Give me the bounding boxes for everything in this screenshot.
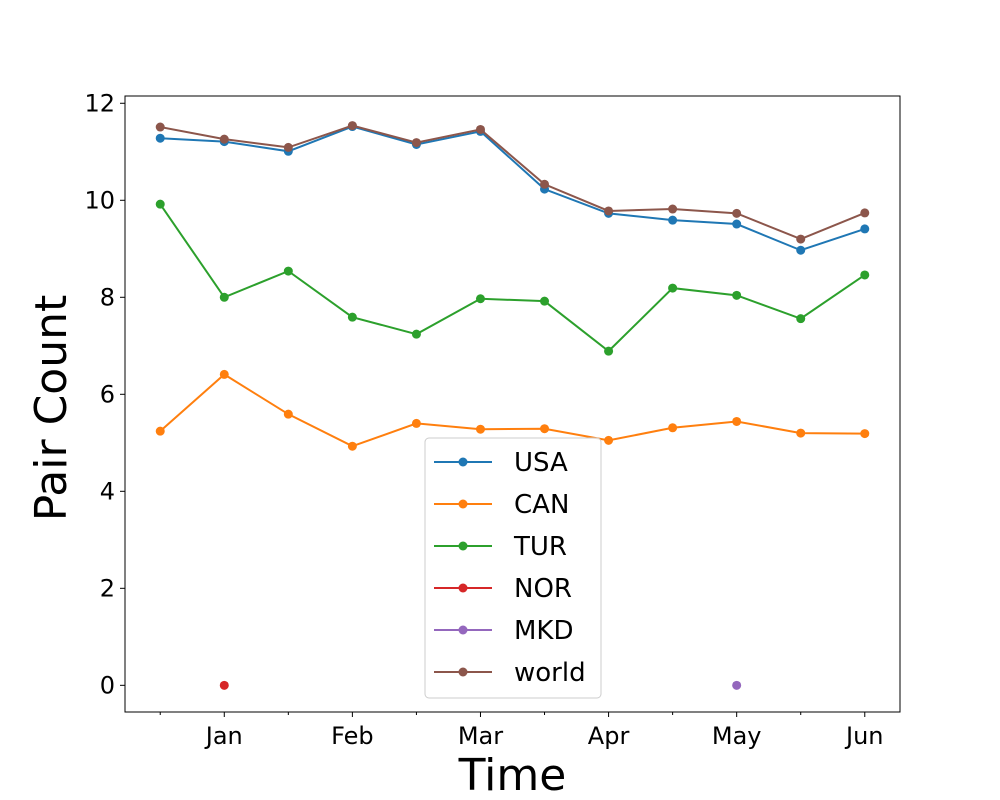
legend: USA CAN TUR NOR MKD world [424,437,602,699]
data-point [732,680,742,690]
legend-item-mkd: MKD [434,616,574,646]
data-point [411,418,421,428]
plot-frame [124,95,901,713]
series-line-world [160,124,866,241]
data-point [860,270,870,280]
data-point [219,292,229,302]
series-can [155,369,870,451]
legend-label: world [514,658,586,688]
legend-marker [458,667,468,677]
data-point [732,219,742,229]
data-point [155,122,165,132]
data-point [283,142,293,152]
legend-item-usa: USA [434,448,568,478]
data-point [668,215,678,225]
y-tick-label: 2 [100,574,115,602]
data-point [347,121,357,131]
data-point [347,312,357,322]
data-point [796,234,806,244]
legend-marker [458,499,468,509]
x-tick-label: Mar [458,722,503,750]
data-point [475,424,485,434]
data-point [155,426,165,436]
data-point [796,245,806,255]
y-axis-title: Pair Count [26,295,77,522]
data-point [155,133,165,143]
y-tick-label: 8 [100,283,115,311]
x-axis: Jan Feb Mar Apr May Jun [159,712,884,750]
data-point [155,199,165,209]
data-point [604,206,614,216]
data-point [540,296,550,306]
data-point [732,416,742,426]
legend-label: CAN [514,490,569,520]
series-line-usa [160,125,866,252]
data-point [732,290,742,300]
data-point [475,124,485,134]
data-point [475,294,485,304]
legend-marker [458,625,468,635]
series-line-tur [159,203,866,353]
data-point [411,329,421,339]
series-line-can [159,373,865,448]
legend-marker [458,583,468,593]
y-tick-label: 12 [84,89,115,117]
legend-item-world: world [434,658,586,688]
y-tick-label: 10 [84,186,115,214]
data-point [604,435,614,445]
legend-item-tur: TUR [434,532,567,562]
data-point [796,314,806,324]
y-tick-label: 4 [100,477,115,505]
series-nor [219,680,229,690]
legend-item-nor: NOR [434,574,572,604]
data-point [347,441,357,451]
data-point [860,429,870,439]
data-point [860,208,870,218]
legend-marker [458,541,468,551]
data-point [283,266,293,276]
y-tick-label: 0 [100,671,115,699]
data-point [860,224,870,234]
data-point [411,138,421,148]
data-point [604,346,614,356]
data-point [283,409,293,419]
y-axis: 0 2 4 6 8 10 12 [84,89,125,699]
x-tick-label: Feb [331,722,374,750]
data-point [219,369,229,379]
y-tick-label: 6 [100,380,115,408]
chart-marks [155,121,870,690]
x-tick-label: Apr [588,722,630,750]
legend-label: MKD [514,616,574,646]
data-point [732,208,742,218]
legend-label: NOR [514,574,572,604]
legend-label: TUR [513,532,567,562]
data-point [668,283,678,293]
legend-item-can: CAN [434,490,569,520]
legend-label: USA [514,448,568,478]
x-axis-title: Time [458,750,567,800]
data-point [668,204,678,214]
series-usa [155,122,870,255]
data-point [540,179,550,189]
data-point [668,423,678,433]
x-tick-label: May [712,722,762,750]
data-point [796,428,806,438]
legend-marker [458,457,468,467]
data-point [219,680,229,690]
series-world [155,121,870,244]
data-point [219,134,229,144]
series-tur [155,199,870,356]
x-tick-label: Jan [204,722,243,750]
series-mkd [732,680,742,690]
x-tick-label: Jun [844,722,884,750]
data-point [540,424,550,434]
